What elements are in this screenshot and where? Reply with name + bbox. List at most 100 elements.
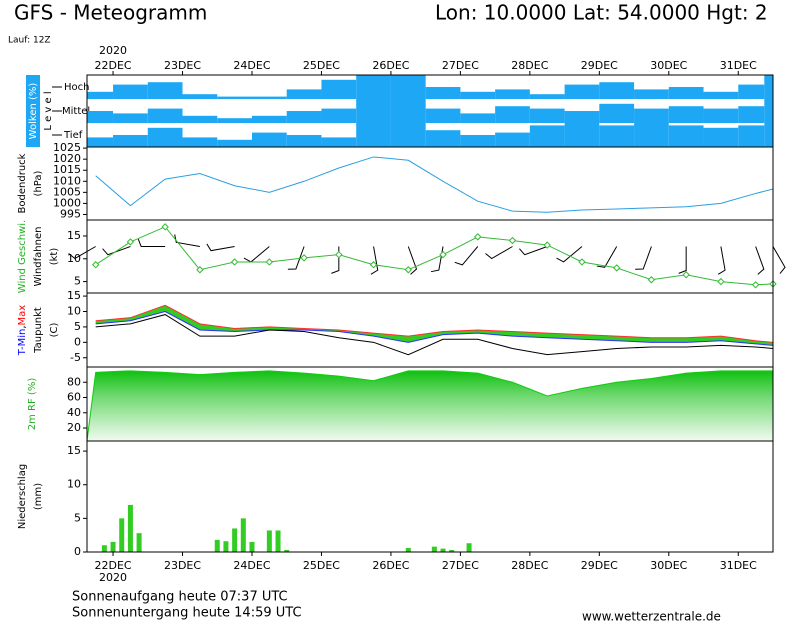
cloud-cover xyxy=(217,118,252,123)
cloud-cover xyxy=(217,139,252,147)
x-tick-label: 29DEC xyxy=(581,559,618,572)
x-tick-label: 28DEC xyxy=(511,59,548,72)
wind-speed-marker xyxy=(300,254,308,262)
wind-speed-marker xyxy=(578,258,586,266)
x-tick-label: 31DEC xyxy=(720,59,757,72)
source: www.wetterzentrale.de xyxy=(582,610,721,624)
wind-barb xyxy=(68,246,96,260)
y-tick-label: 15 xyxy=(67,444,81,457)
precipitation-bar xyxy=(127,504,133,552)
wind-barb xyxy=(174,234,200,247)
cloud-cover xyxy=(703,127,739,147)
cloud-cover xyxy=(564,111,600,123)
cloud-cover xyxy=(390,99,426,123)
axis-label-part: Niederschlag xyxy=(17,464,28,529)
wind-barb xyxy=(137,238,166,247)
cloud-cover xyxy=(764,75,773,99)
x-tick-label: 30DEC xyxy=(650,559,687,572)
wind-speed-marker xyxy=(335,250,343,259)
cloud-cover xyxy=(87,91,114,99)
cloud-cover xyxy=(217,96,252,99)
y-tick-label: 80 xyxy=(67,375,81,388)
cloud-cover xyxy=(738,84,765,99)
axis-label: (kt) xyxy=(49,248,60,266)
x-tick-label: 23DEC xyxy=(164,559,201,572)
cloud-cover xyxy=(356,75,391,99)
precipitation-bar xyxy=(449,549,455,552)
cloud-cover xyxy=(599,103,635,123)
cloud-cover xyxy=(425,87,461,99)
wind-barb xyxy=(407,246,418,275)
precipitation-bar xyxy=(119,518,125,552)
x-tick-label: 31DEC xyxy=(720,559,757,572)
wind-barb xyxy=(454,246,479,266)
cloud-cover xyxy=(495,89,530,99)
axis-label-part: , xyxy=(17,325,28,328)
precipitation-bar xyxy=(101,545,107,552)
year-label: 2020 xyxy=(99,44,127,57)
cloud-cover xyxy=(703,108,739,123)
cloud-cover xyxy=(87,137,114,147)
wind-speed-marker xyxy=(751,281,760,289)
dewpoint-line xyxy=(95,314,774,356)
x-tick-label: 22DEC xyxy=(94,59,131,72)
cloud-cover xyxy=(634,89,669,99)
legend-label: Hoch xyxy=(64,82,89,93)
precipitation-bar xyxy=(223,541,229,552)
axis-label: (hPa) xyxy=(33,170,44,196)
cloud-cover xyxy=(425,108,461,123)
precipitation-bar xyxy=(266,530,272,552)
wind-barb xyxy=(755,246,765,275)
wind-barb xyxy=(206,243,235,252)
axis-label-part: Taupunkt xyxy=(33,307,44,354)
y-tick-label: 995 xyxy=(60,207,81,220)
panel-frame xyxy=(86,219,774,294)
panel-frame xyxy=(86,440,774,553)
y-tick-label: 60 xyxy=(67,391,81,404)
wind-speed-marker xyxy=(369,261,378,269)
y-tick-label: 0 xyxy=(74,335,81,348)
cloud-cover xyxy=(460,135,496,147)
wind-speed-marker xyxy=(439,250,447,259)
cloud-cover xyxy=(286,135,322,147)
x-tick-label: 28DEC xyxy=(511,559,548,572)
axis-label: Taupunkt xyxy=(33,307,44,354)
cloud-cover xyxy=(321,79,357,99)
axis-label-part: Bodendruck xyxy=(17,153,28,213)
cloud-cover xyxy=(668,125,704,147)
wind-speed-marker xyxy=(404,266,412,274)
cloud-cover xyxy=(738,125,765,147)
y-tick-label: 1010 xyxy=(53,174,81,187)
precipitation-bar xyxy=(214,539,220,552)
y-tick-label: 5 xyxy=(74,320,81,333)
wind-barb xyxy=(287,246,305,270)
cloud-cover xyxy=(529,125,565,147)
wind-speed-marker xyxy=(508,236,517,245)
wind-speed-marker xyxy=(161,223,169,231)
wind-barb xyxy=(331,246,340,274)
wind-barb xyxy=(556,246,583,263)
axis-label: Bodendruck xyxy=(17,153,28,213)
panel-frame xyxy=(86,146,774,221)
title: GFS - Meteogramm xyxy=(14,1,207,25)
precipitation-bar xyxy=(232,528,238,552)
y-tick-label: 5 xyxy=(74,275,81,288)
cloud-cover xyxy=(425,130,461,147)
wind-speed-marker xyxy=(543,241,551,249)
cloud-cover xyxy=(599,125,635,147)
cloud-cover xyxy=(460,113,496,123)
panel: Wolken (%) L e v e l Hoch Mittel Tief 22DEC 23… xyxy=(26,44,774,148)
precipitation-bar xyxy=(466,543,472,552)
precipitation-bar xyxy=(249,541,255,552)
year-label: 2020 xyxy=(99,571,127,584)
cloud-cover xyxy=(251,132,287,147)
cloud-cover xyxy=(356,123,391,147)
wind-speed-marker xyxy=(91,261,100,269)
wind-barb xyxy=(635,246,652,270)
axis-label-part: (mm) xyxy=(33,483,44,510)
axis-label-part: (C) xyxy=(49,323,60,338)
y-tick-label: 15 xyxy=(67,229,81,242)
sunrise: Sonnenaufgang heute 07:37 UTC xyxy=(72,590,288,605)
axis-label: Wind Geschwi. xyxy=(17,220,28,293)
wind-barb xyxy=(772,246,786,274)
